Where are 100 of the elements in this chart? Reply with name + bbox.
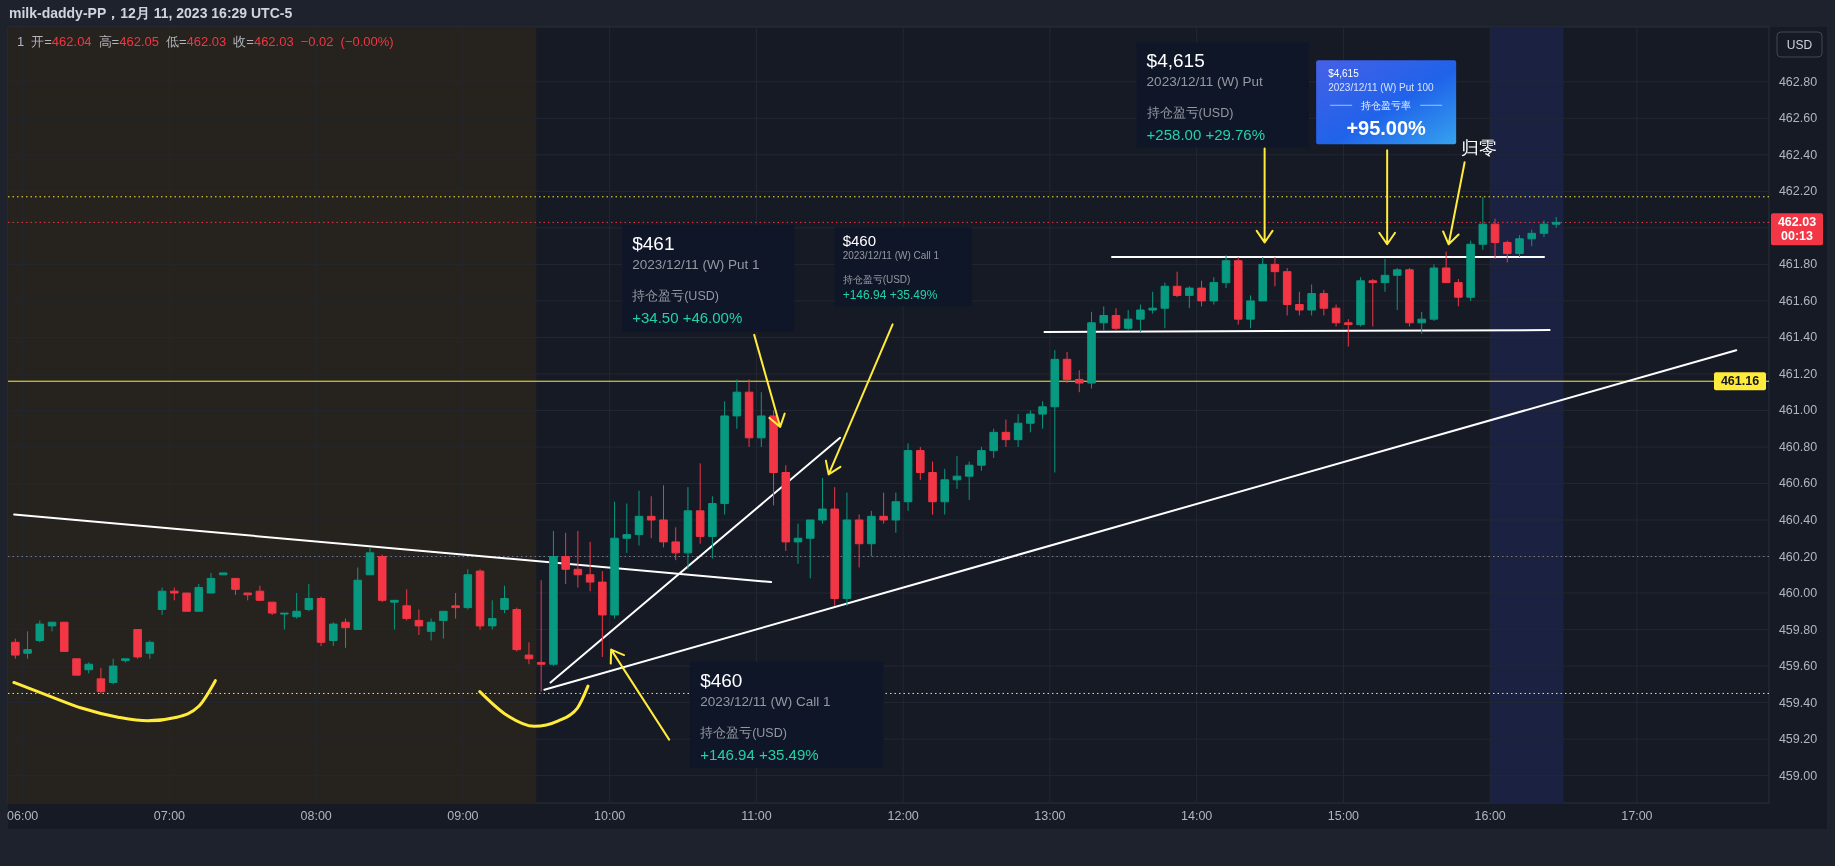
x-tick-label: 11:00 xyxy=(741,809,772,823)
candlestick xyxy=(280,612,289,631)
candlestick xyxy=(1099,305,1109,331)
y-tick-label: 459.80 xyxy=(1778,622,1818,637)
x-tick-label: 15:00 xyxy=(1327,809,1360,823)
candlestick xyxy=(1429,263,1439,322)
candlestick xyxy=(108,658,118,685)
y-tick-label: 461.60 xyxy=(1778,293,1818,308)
candlestick xyxy=(170,587,179,601)
candlestick xyxy=(59,621,69,652)
candlestick xyxy=(390,599,399,631)
candlestick xyxy=(928,461,937,516)
annotation: 持仓盈亏(USD) xyxy=(632,288,719,303)
candlestick xyxy=(585,541,595,592)
candlestick xyxy=(243,592,252,601)
y-tick-label: 461.20 xyxy=(1778,366,1818,381)
candlestick xyxy=(1392,267,1402,311)
x-tick-label: 08:00 xyxy=(300,809,332,823)
candlestick xyxy=(1062,351,1072,384)
candlestick xyxy=(439,610,448,640)
candlestick xyxy=(1356,276,1365,327)
candlestick xyxy=(903,442,913,512)
candlestick xyxy=(1380,258,1390,293)
candlestick xyxy=(769,409,778,506)
chart-title: milk-daddy-PP，12月 11, 2023 16:29 UTC-5 xyxy=(9,5,293,21)
annotation: $461 xyxy=(632,232,675,254)
candlestick xyxy=(194,583,204,612)
candlestick xyxy=(1148,291,1157,315)
candlestick xyxy=(1258,256,1267,302)
x-tick-label: 12:00 xyxy=(887,809,919,823)
candlestick xyxy=(1478,196,1488,251)
candlestick xyxy=(1405,267,1414,327)
y-tick-label: 461.80 xyxy=(1778,257,1818,272)
annotation: +95.00% xyxy=(1346,117,1427,140)
candlestick xyxy=(487,599,497,631)
candlestick xyxy=(634,490,644,547)
y-tick-label: 459.20 xyxy=(1778,732,1818,747)
text: 1 开=462.04 高=462.05 低=462.03 收=462.03 −0.02 (−0.00%) xyxy=(17,33,394,49)
y-tick-label: 460.60 xyxy=(1778,476,1818,491)
candlestick xyxy=(867,510,876,558)
candlestick xyxy=(549,530,558,667)
candlestick xyxy=(365,546,375,576)
candlestick xyxy=(1050,349,1060,474)
candlestick xyxy=(145,640,155,660)
candlestick xyxy=(793,523,803,565)
candlestick xyxy=(1331,304,1341,327)
candlestick xyxy=(72,658,81,676)
candlestick xyxy=(1344,318,1353,348)
y-tick-label: 462.60 xyxy=(1778,111,1818,126)
candlestick xyxy=(977,446,986,472)
candlestick xyxy=(781,464,791,552)
x-tick-label: 10:00 xyxy=(594,809,626,823)
candlestick xyxy=(1111,307,1121,331)
candlestick xyxy=(536,579,546,693)
candlestick xyxy=(1441,251,1451,284)
candlestick xyxy=(1454,278,1463,307)
candlestick xyxy=(622,503,632,554)
candlestick xyxy=(757,391,766,448)
candlestick xyxy=(1527,229,1537,247)
annotation: 归零 xyxy=(1460,138,1497,159)
x-tick-label: 09:00 xyxy=(447,809,479,823)
annotation: 持仓盈亏(USD) xyxy=(700,725,787,740)
candlestick xyxy=(500,585,509,614)
annotation: 2023/12/11 (W) Put xyxy=(1146,73,1263,89)
candlestick xyxy=(414,608,424,636)
candlestick xyxy=(1515,234,1524,258)
y-tick-label: 460.80 xyxy=(1778,439,1818,454)
candlestick xyxy=(683,486,693,570)
x-tick-label: 06:00 xyxy=(7,809,39,823)
y-axis-title: USD xyxy=(1786,37,1813,52)
candlestick xyxy=(1246,294,1255,329)
y-tick-label: 461.40 xyxy=(1778,330,1818,345)
candlestick xyxy=(353,566,363,631)
candlestick xyxy=(646,495,656,539)
candlestick xyxy=(206,572,216,594)
candlestick xyxy=(610,501,619,620)
candlestick xyxy=(463,568,473,610)
candlestick xyxy=(1209,276,1219,306)
annotation: 持仓盈亏(USD) xyxy=(1146,106,1234,121)
candlestick xyxy=(23,630,32,660)
annotation: 2023/12/11 (W) Call 1 xyxy=(700,693,831,709)
y-tick-label: 460.40 xyxy=(1778,512,1818,527)
y-tick-label: 461.00 xyxy=(1778,403,1818,418)
candlestick xyxy=(157,587,167,616)
candlestick xyxy=(1221,254,1231,289)
candlestick xyxy=(879,492,888,525)
candlestick xyxy=(1001,419,1011,448)
candlestick xyxy=(1185,285,1194,309)
candlestick xyxy=(1551,216,1561,229)
candlestick xyxy=(1197,280,1206,307)
candlestick xyxy=(891,492,901,534)
candlestick xyxy=(218,572,228,576)
annotation: +258.00 +29.76% xyxy=(1146,125,1266,143)
candlestick xyxy=(475,568,485,631)
candlestick xyxy=(1172,271,1182,298)
candlestick xyxy=(1087,311,1096,390)
candlestick xyxy=(695,462,705,545)
candlestick xyxy=(1307,283,1316,316)
candlestick xyxy=(402,588,411,621)
candlestick xyxy=(916,446,925,481)
